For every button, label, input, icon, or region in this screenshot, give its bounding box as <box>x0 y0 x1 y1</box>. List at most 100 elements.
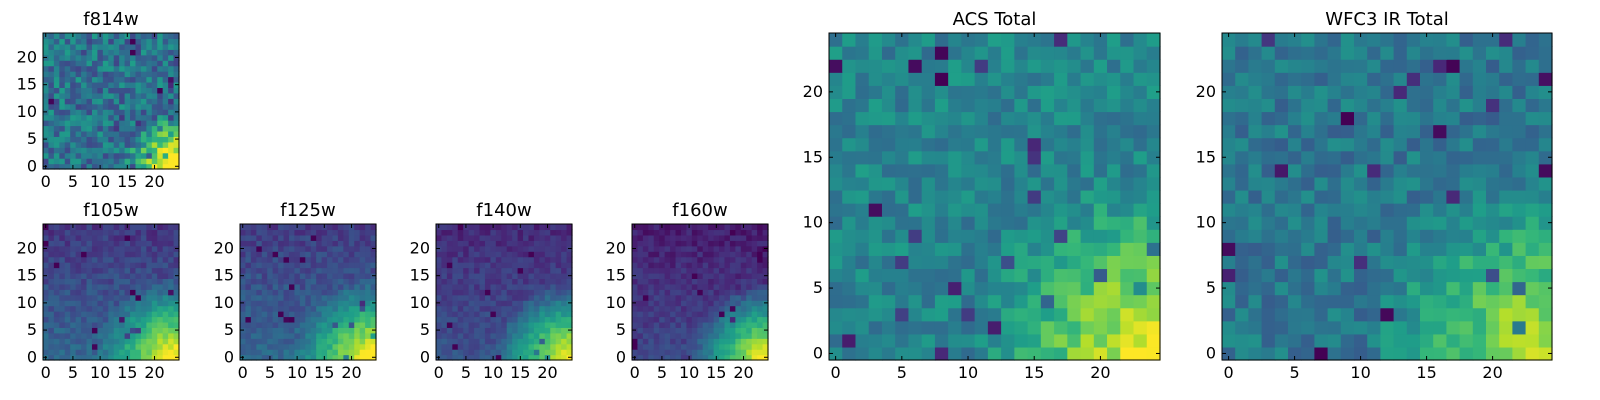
heatmap-cell <box>124 141 131 148</box>
heatmap-cell <box>713 300 720 307</box>
heatmap-cell <box>343 289 350 296</box>
heatmap-cell <box>261 240 268 247</box>
heatmap-cell <box>299 283 306 290</box>
heatmap-cell <box>162 311 169 318</box>
heatmap-cell <box>81 305 88 312</box>
heatmap-cell <box>881 33 896 47</box>
heatmap-cell <box>1512 203 1527 217</box>
heatmap-cell <box>327 256 334 263</box>
heatmap-cell <box>113 54 120 61</box>
heatmap-cell <box>691 240 698 247</box>
heatmap-cell <box>670 349 677 356</box>
heatmap-cell <box>250 321 257 328</box>
heatmap-cell <box>1222 346 1236 361</box>
heatmap-cell <box>1380 98 1395 113</box>
heatmap-cell <box>272 283 279 290</box>
heatmap-cell <box>829 163 843 178</box>
heatmap-cell <box>1538 242 1553 256</box>
heatmap-cell <box>881 229 896 243</box>
heatmap-cell <box>81 76 88 83</box>
heatmap-cell <box>1314 320 1329 335</box>
heatmap-cell <box>75 130 82 137</box>
heatmap-cell <box>735 354 742 361</box>
heatmap-cell <box>691 262 698 269</box>
heatmap-cell <box>70 120 77 127</box>
heatmap-cell <box>81 125 88 132</box>
heatmap-cell <box>659 327 666 334</box>
heatmap-cell <box>1486 294 1500 309</box>
heatmap-cell <box>124 343 131 350</box>
heatmap-cell <box>119 224 126 231</box>
heatmap-cell <box>632 343 639 350</box>
heatmap-cell <box>91 147 98 154</box>
heatmap-cell <box>162 321 169 328</box>
heatmap-cell <box>157 92 164 99</box>
heatmap-cell <box>544 229 551 236</box>
heatmap-cell <box>642 234 649 241</box>
heatmap-cell <box>539 234 546 241</box>
heatmap-cell <box>261 305 268 312</box>
heatmap-cell <box>868 307 883 322</box>
heatmap-cell <box>288 229 295 236</box>
heatmap-cell <box>130 33 137 40</box>
heatmap-cell <box>1235 72 1249 86</box>
heatmap-cell <box>108 278 115 285</box>
heatmap-cell <box>740 305 747 312</box>
heatmap-cell <box>987 216 1002 230</box>
heatmap-cell <box>934 281 949 296</box>
heatmap-cell <box>533 256 540 263</box>
heatmap-cell <box>75 65 82 72</box>
heatmap-cell <box>740 338 747 345</box>
heatmap-cell <box>130 109 137 116</box>
heatmap-cell <box>146 343 153 350</box>
heatmap-cell <box>740 240 747 247</box>
heatmap-cell <box>987 307 1002 322</box>
heatmap-cell <box>348 321 355 328</box>
heatmap-cell <box>102 316 109 323</box>
heatmap-cell <box>1538 333 1553 348</box>
heatmap-cell <box>441 294 448 301</box>
heatmap-cell <box>868 294 883 309</box>
heatmap-cell <box>702 354 709 361</box>
heatmap-cell <box>463 283 470 290</box>
heatmap-cell <box>544 311 551 318</box>
heatmap-cell <box>321 316 328 323</box>
heatmap-cell <box>1354 294 1368 309</box>
y-tick-label: 5 <box>27 320 37 339</box>
heatmap-cell <box>680 229 687 236</box>
heatmap-cell <box>1027 176 1042 191</box>
heatmap-cell <box>86 87 93 94</box>
heatmap-cell <box>632 240 639 247</box>
heatmap-cell <box>1420 59 1434 73</box>
heatmap-cell <box>697 283 704 290</box>
x-tick-label: 20 <box>1482 363 1502 382</box>
heatmap-cell <box>1354 59 1368 73</box>
heatmap-cell <box>1040 46 1055 60</box>
heatmap-cell <box>1093 203 1108 217</box>
heatmap-cell <box>550 300 557 307</box>
heatmap-cell <box>1301 281 1315 296</box>
heatmap-cell <box>140 109 147 116</box>
heatmap-cell <box>146 71 153 78</box>
heatmap-cell <box>1027 229 1042 243</box>
heatmap-cell <box>53 240 60 247</box>
heatmap-cell <box>283 283 290 290</box>
heatmap-cell <box>91 92 98 99</box>
heatmap-cell <box>1393 216 1408 230</box>
heatmap-cell <box>1014 294 1029 309</box>
heatmap-cell <box>64 245 71 252</box>
heatmap-cell <box>1054 137 1068 152</box>
heatmap-cell <box>729 267 736 274</box>
heatmap-cell <box>921 72 936 86</box>
heatmap-cell <box>124 60 131 67</box>
heatmap-cell <box>908 124 923 139</box>
heatmap-cell <box>1261 346 1276 361</box>
heatmap-cell <box>1406 229 1421 243</box>
heatmap-cell <box>653 349 660 356</box>
heatmap-cell <box>1472 203 1487 217</box>
heatmap-cell <box>1472 307 1487 322</box>
heatmap-cell <box>370 332 377 339</box>
heatmap-cell <box>495 327 502 334</box>
heatmap-cell <box>974 255 989 270</box>
heatmap-cell <box>59 338 66 345</box>
